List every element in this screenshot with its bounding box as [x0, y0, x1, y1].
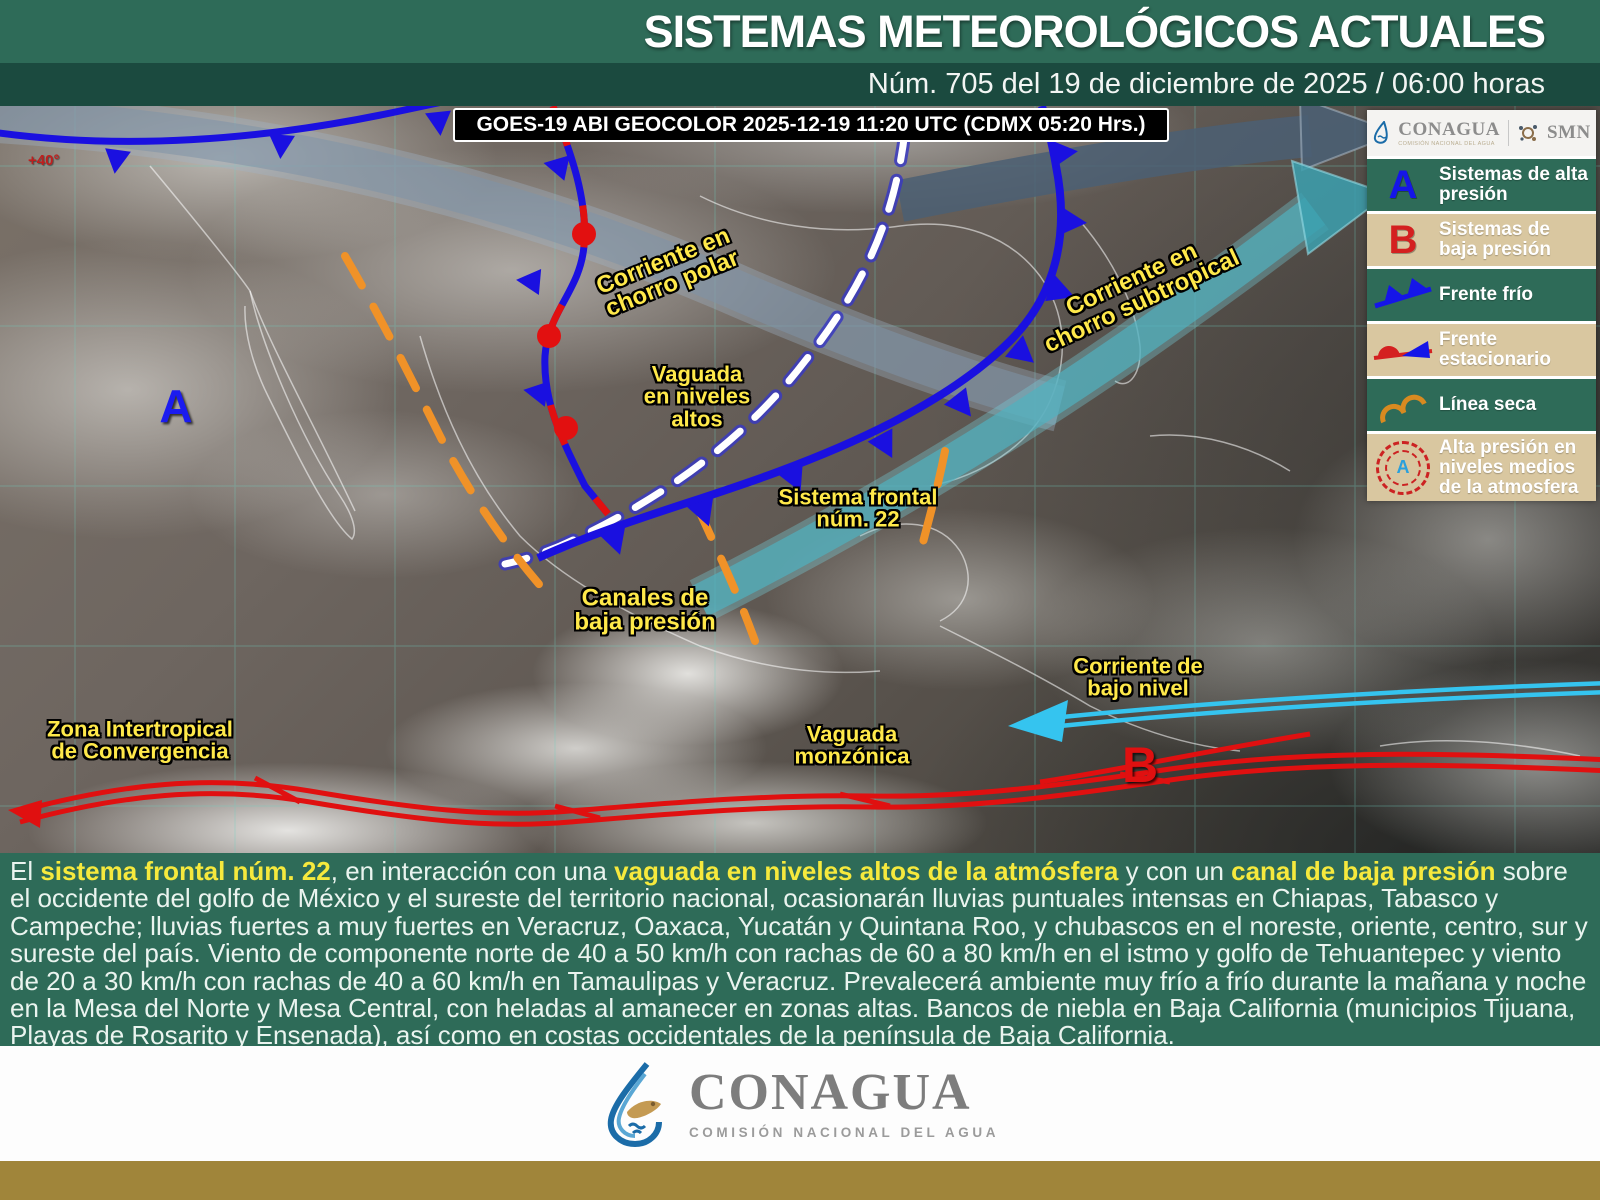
high-pressure-marker: A [159, 380, 193, 432]
mid-level-high-symbol: A [1376, 440, 1430, 495]
high-pressure-symbol: A [1388, 163, 1418, 207]
footer-logo-subtext: COMISIÓN NACIONAL DEL AGUA [688, 1125, 1000, 1140]
forecast-paragraph: El sistema frontal núm. 22, en interacci… [10, 856, 1590, 1051]
highlighted-phrase: sistema frontal núm. 22 [40, 856, 331, 886]
cold-front-symbol [1374, 278, 1432, 309]
monsoon-trough-line [1039, 731, 1311, 785]
legend-item-label: Línea seca [1439, 394, 1537, 416]
low-pressure-marker: B [1121, 737, 1159, 793]
bottom-gold-bar [0, 1161, 1600, 1200]
footer-logo-text: CONAGUA [688, 1064, 972, 1121]
stationary-front [516, 106, 611, 517]
annotation-sistema-frontal: Sistema frontal núm. 22 [778, 484, 938, 532]
legend-header: CONAGUA COMISIÓN NACIONAL DEL AGUA SMN [1367, 110, 1596, 156]
polar-jet-arrow [895, 106, 1401, 222]
latitude-label: +40° [28, 152, 60, 169]
legend-item-label: Frente frío [1439, 284, 1533, 306]
page-title: SISTEMAS METEOROLÓGICOS ACTUALES [643, 5, 1546, 57]
cold-front-22 [536, 106, 1087, 562]
legend-item-stationary-front: Frente estacionario [1367, 321, 1596, 376]
legend-item-label: Sistemas de alta presión [1439, 164, 1588, 205]
bulletin-number-date: Núm. 705 del 19 de diciembre de 2025 / 0… [867, 68, 1545, 100]
low-pressure-symbol: B [1388, 218, 1418, 262]
highlighted-phrase: canal de baja presión [1231, 856, 1496, 886]
legend-item-label: Sistemas de baja presión [1439, 219, 1551, 260]
conagua-wordmark: CONAGUA COMISIÓN NACIONAL DEL AGUA [1398, 119, 1500, 147]
forecast-description: El sistema frontal núm. 22, en interacci… [0, 853, 1600, 1049]
legend-item-mid-level-high: A Alta presión en niveles medios de la at… [1367, 431, 1596, 502]
annotation-canales: Canales de baja presión [574, 584, 716, 636]
conagua-drop-icon [1374, 121, 1389, 144]
smn-wordmark: SMN [1546, 122, 1591, 143]
annotation-zona-itcz: Zona Intertropical de Convergencia [47, 716, 233, 764]
coastlines [149, 165, 1581, 757]
low-level-current-arrow [1008, 681, 1600, 742]
subtropical-jet-band [689, 159, 1391, 622]
dry-line-symbol [1380, 394, 1427, 424]
body-text: sobre el occidente del golfo de México y… [10, 856, 1588, 1051]
conagua-footer-wordmark: CONAGUA COMISIÓN NACIONAL DEL AGUA [688, 1064, 1000, 1141]
logo-divider [1507, 120, 1509, 146]
annotation-corriente-bajo: Corriente de bajo nivel [1073, 653, 1203, 701]
legend-panel: CONAGUA COMISIÓN NACIONAL DEL AGUA SMN A… [1367, 110, 1596, 502]
itcz-line [8, 751, 1600, 828]
annotation-vaguada-altos: Vaguada en niveles altos [643, 361, 751, 432]
body-text: y con un [1118, 856, 1232, 886]
conagua-logo-icon [607, 1061, 662, 1147]
satellite-map: GOES-19 ABI GEOCOLOR 2025-12-19 11:20 UT… [0, 106, 1600, 853]
footer: CONAGUA COMISIÓN NACIONAL DEL AGUA [0, 1046, 1600, 1161]
legend-item-dry-line: Línea seca [1367, 376, 1596, 431]
stationary-front-symbol [1373, 341, 1433, 360]
header-band: SISTEMAS METEOROLÓGICOS ACTUALES [0, 0, 1600, 63]
legend-item-label: Alta presión en niveles medios de la atm… [1439, 437, 1579, 498]
legend-item-cold-front: Frente frío [1367, 266, 1596, 321]
cold-front-northwest [0, 106, 451, 174]
legend-item-label: Frente estacionario [1439, 329, 1551, 370]
satellite-caption: GOES-19 ABI GEOCOLOR 2025-12-19 11:20 UT… [453, 108, 1169, 142]
smn-swirl-icon [1518, 125, 1537, 141]
annotation-vaguada-monzonica: Vaguada monzónica [794, 721, 910, 769]
legend-item-high-pressure-a: A Sistemas de alta presión [1367, 156, 1596, 211]
body-text: , en interacción con una [330, 856, 615, 886]
legend-item-low-pressure-b: B Sistemas de baja presión [1367, 211, 1596, 266]
highlighted-phrase: vaguada en niveles altos de la atmósfera [614, 856, 1119, 886]
body-text: El [10, 856, 41, 886]
legend-rows: A Sistemas de alta presión B Sistemas de ba… [1367, 156, 1596, 502]
subheader-band: Núm. 705 del 19 de diciembre de 2025 / 0… [0, 63, 1600, 106]
